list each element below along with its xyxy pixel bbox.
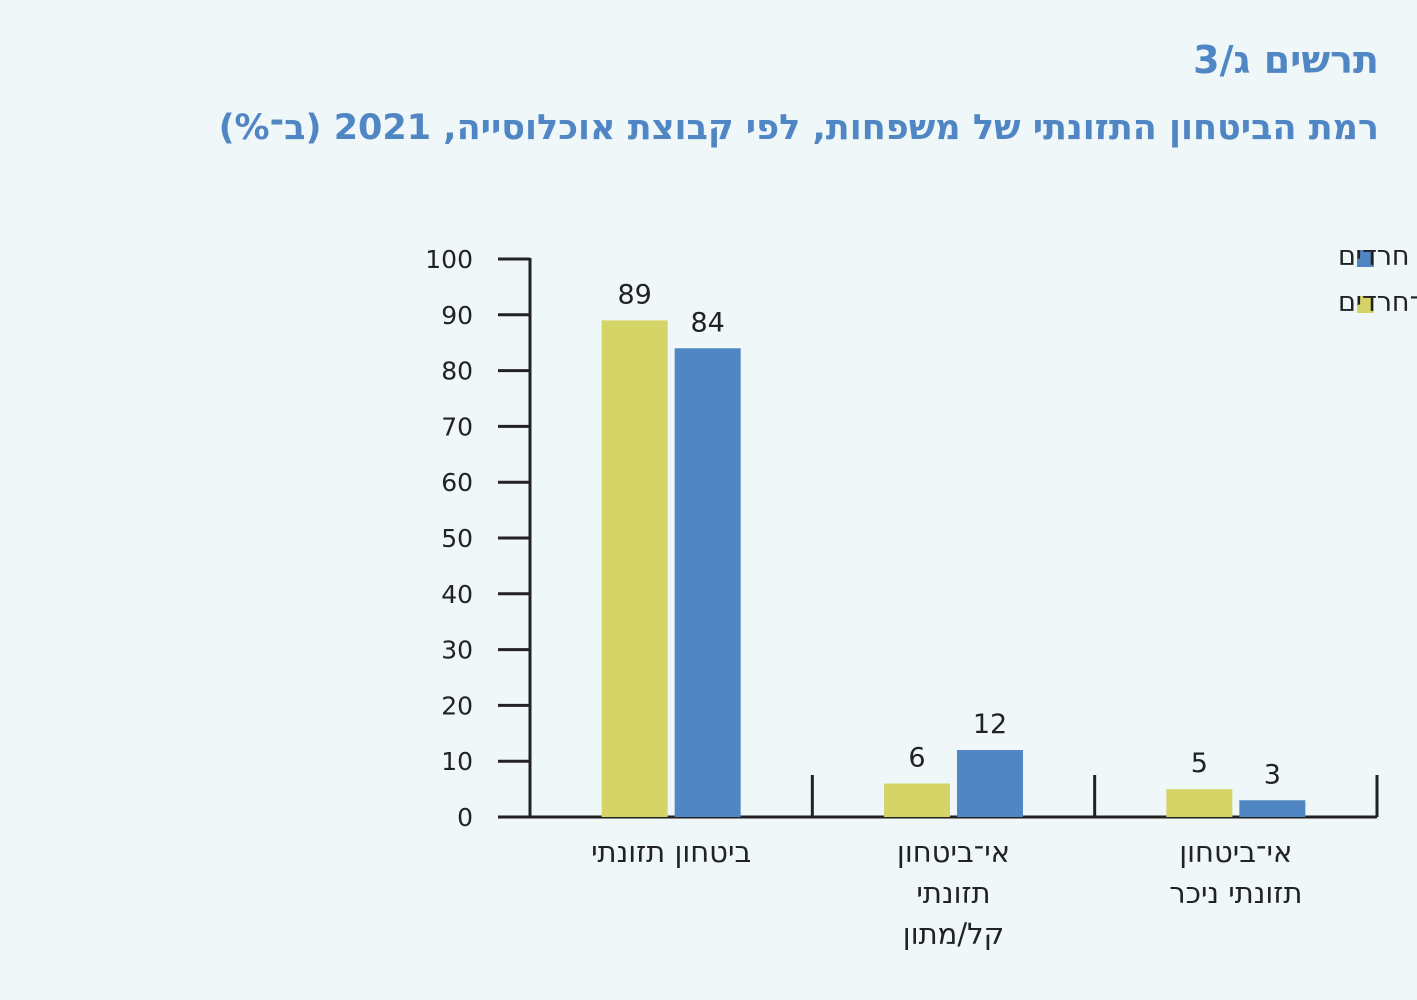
legend-swatch — [1357, 250, 1374, 267]
data-label: 5 — [1191, 748, 1208, 779]
data-label: 6 — [908, 743, 925, 774]
y-tick-label: 80 — [441, 357, 473, 386]
legend-label: יהודים לא־חרדים — [1338, 287, 1417, 318]
category-label: ביטחון תזונתי — [591, 835, 751, 869]
bar — [957, 750, 1023, 817]
data-label: 89 — [617, 279, 651, 310]
category-label: קל/מתון — [903, 917, 1004, 951]
y-tick-label: 10 — [441, 747, 473, 776]
y-tick-label: 70 — [441, 412, 473, 441]
y-tick-label: 90 — [441, 301, 473, 330]
bar — [601, 320, 668, 817]
y-tick-label: 40 — [441, 580, 473, 609]
figure-title: רמת הביטחון התזונתי של משפחות, לפי קבוצת… — [218, 108, 1379, 148]
y-tick-label: 100 — [425, 245, 473, 274]
category-label: אי־ביטחון — [897, 835, 1010, 869]
y-tick-label: 60 — [441, 468, 473, 497]
y-tick-label: 30 — [441, 636, 473, 665]
data-label: 12 — [973, 709, 1007, 740]
y-tick-label: 50 — [441, 524, 473, 553]
bar — [1239, 800, 1306, 817]
data-label: 3 — [1264, 759, 1281, 790]
figure-number: תרשים ג/3 — [1193, 38, 1379, 82]
y-tick-label: 20 — [441, 691, 473, 720]
bar — [884, 783, 950, 817]
y-tick-label: 0 — [457, 803, 473, 832]
legend-label: חרדים — [1338, 241, 1410, 272]
legend-swatch — [1357, 296, 1374, 313]
bar — [1166, 789, 1233, 817]
bar — [674, 348, 741, 817]
category-label: תזונתי ניכר — [1169, 876, 1302, 910]
category-label: תזונתי — [916, 876, 990, 910]
data-label: 84 — [690, 307, 724, 338]
category-label: אי־ביטחון — [1179, 835, 1292, 869]
